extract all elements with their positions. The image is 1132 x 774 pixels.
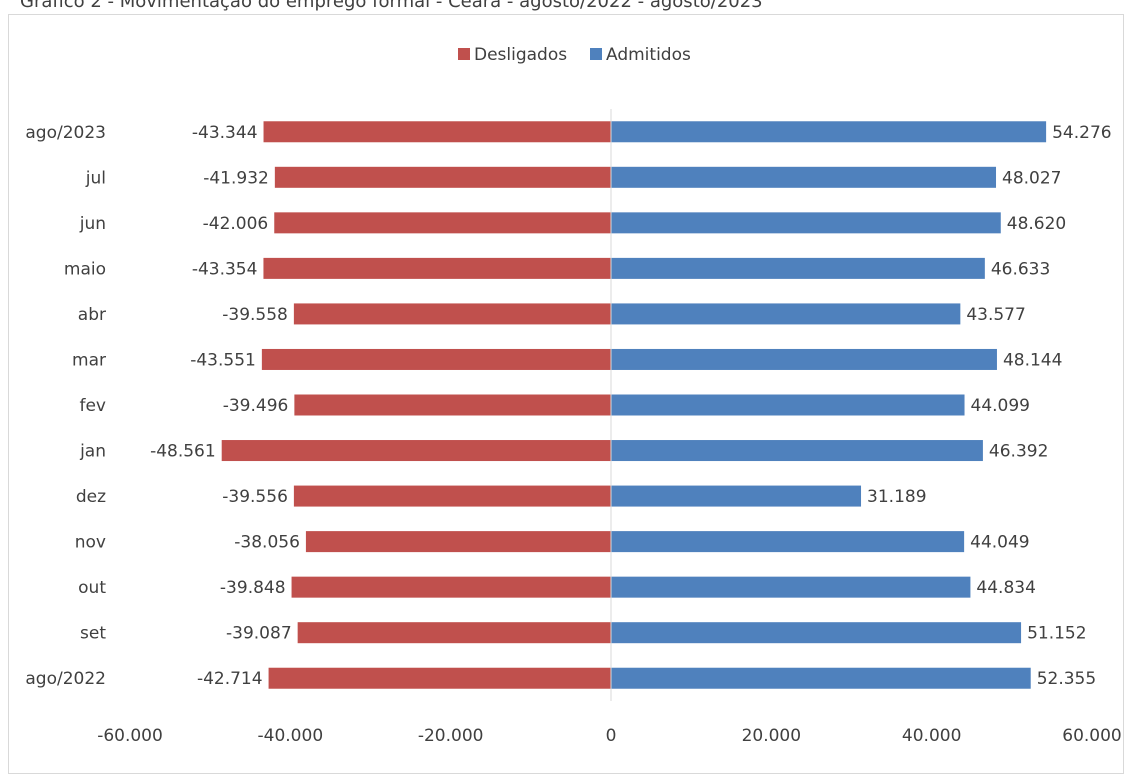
data-label-admitidos: 51.152 [1027, 624, 1086, 644]
data-label-desligados: -48.561 [150, 442, 216, 462]
data-label-desligados: -42.714 [197, 669, 263, 689]
data-label-admitidos: 44.049 [970, 533, 1029, 553]
data-label-admitidos: 46.392 [989, 442, 1048, 462]
bar-admitidos [611, 121, 1047, 143]
category-label: jul [85, 168, 106, 188]
data-label-desligados: -38.056 [234, 533, 300, 553]
bar-admitidos [611, 394, 965, 416]
data-label-admitidos: 44.834 [976, 578, 1035, 598]
bar-admitidos [611, 440, 983, 462]
data-label-admitidos: 52.355 [1037, 669, 1096, 689]
bar-admitidos [611, 485, 862, 507]
bar-desligados [221, 440, 612, 462]
bar-desligados [293, 303, 611, 325]
legend-label-desligados: Desligados [474, 45, 567, 65]
bar-desligados [291, 576, 611, 598]
data-label-admitidos: 31.189 [867, 487, 926, 507]
bar-desligados [297, 622, 611, 644]
bar-desligados [268, 667, 611, 689]
data-label-desligados: -39.558 [222, 305, 288, 325]
data-label-desligados: -43.551 [190, 350, 256, 370]
bar-desligados [261, 348, 611, 370]
bar-admitidos [611, 303, 961, 325]
bar-admitidos [611, 348, 997, 370]
category-label: mar [72, 350, 106, 370]
data-label-desligados: -43.354 [192, 259, 258, 279]
data-label-desligados: -39.496 [223, 396, 289, 416]
data-label-desligados: -41.932 [203, 168, 269, 188]
data-label-desligados: -39.848 [220, 578, 286, 598]
category-label: abr [78, 305, 106, 325]
bar-admitidos [611, 166, 997, 188]
category-label: jan [79, 442, 106, 462]
data-label-admitidos: 43.577 [966, 305, 1025, 325]
x-tick-label: 0 [606, 726, 617, 746]
x-tick-label: 20.000 [742, 726, 801, 746]
chart-title: Gráfico 2 - Movimentação do emprego form… [20, 0, 763, 12]
data-label-desligados: -39.556 [222, 487, 288, 507]
data-label-admitidos: 48.620 [1007, 214, 1066, 234]
data-label-admitidos: 46.633 [991, 259, 1050, 279]
category-label: set [80, 624, 106, 644]
data-label-admitidos: 44.099 [971, 396, 1030, 416]
legend-swatch-admitidos [590, 48, 602, 60]
x-tick-label: 40.000 [902, 726, 961, 746]
bar-admitidos [611, 257, 985, 279]
category-label: out [78, 578, 106, 598]
legend-label-admitidos: Admitidos [606, 45, 691, 65]
x-tick-label: 60.000 [1062, 726, 1121, 746]
x-tick-label: -20.000 [418, 726, 484, 746]
bar-desligados [263, 121, 611, 143]
category-label: jun [79, 214, 106, 234]
bar-desligados [305, 531, 611, 553]
bar-admitidos [611, 212, 1001, 234]
data-label-desligados: -39.087 [226, 624, 292, 644]
bar-desligados [274, 166, 611, 188]
bar-desligados [293, 485, 611, 507]
data-label-desligados: -43.344 [192, 123, 258, 143]
category-label: maio [64, 259, 106, 279]
data-label-admitidos: 48.027 [1002, 168, 1061, 188]
bar-admitidos [611, 531, 965, 553]
category-label: dez [76, 487, 106, 507]
x-tick-label: -60.000 [97, 726, 163, 746]
bar-desligados [294, 394, 611, 416]
legend-swatch-desligados [458, 48, 470, 60]
category-label: nov [75, 533, 106, 553]
data-label-desligados: -42.006 [203, 214, 269, 234]
bar-admitidos [611, 622, 1022, 644]
category-label: ago/2023 [25, 123, 106, 143]
category-label: fev [79, 396, 106, 416]
data-label-admitidos: 54.276 [1052, 123, 1111, 143]
bar-desligados [263, 257, 611, 279]
bar-desligados [274, 212, 611, 234]
data-label-admitidos: 48.144 [1003, 350, 1062, 370]
category-label: ago/2022 [25, 669, 106, 689]
x-tick-label: -40.000 [258, 726, 324, 746]
bar-admitidos [611, 576, 971, 598]
bar-admitidos [611, 667, 1031, 689]
